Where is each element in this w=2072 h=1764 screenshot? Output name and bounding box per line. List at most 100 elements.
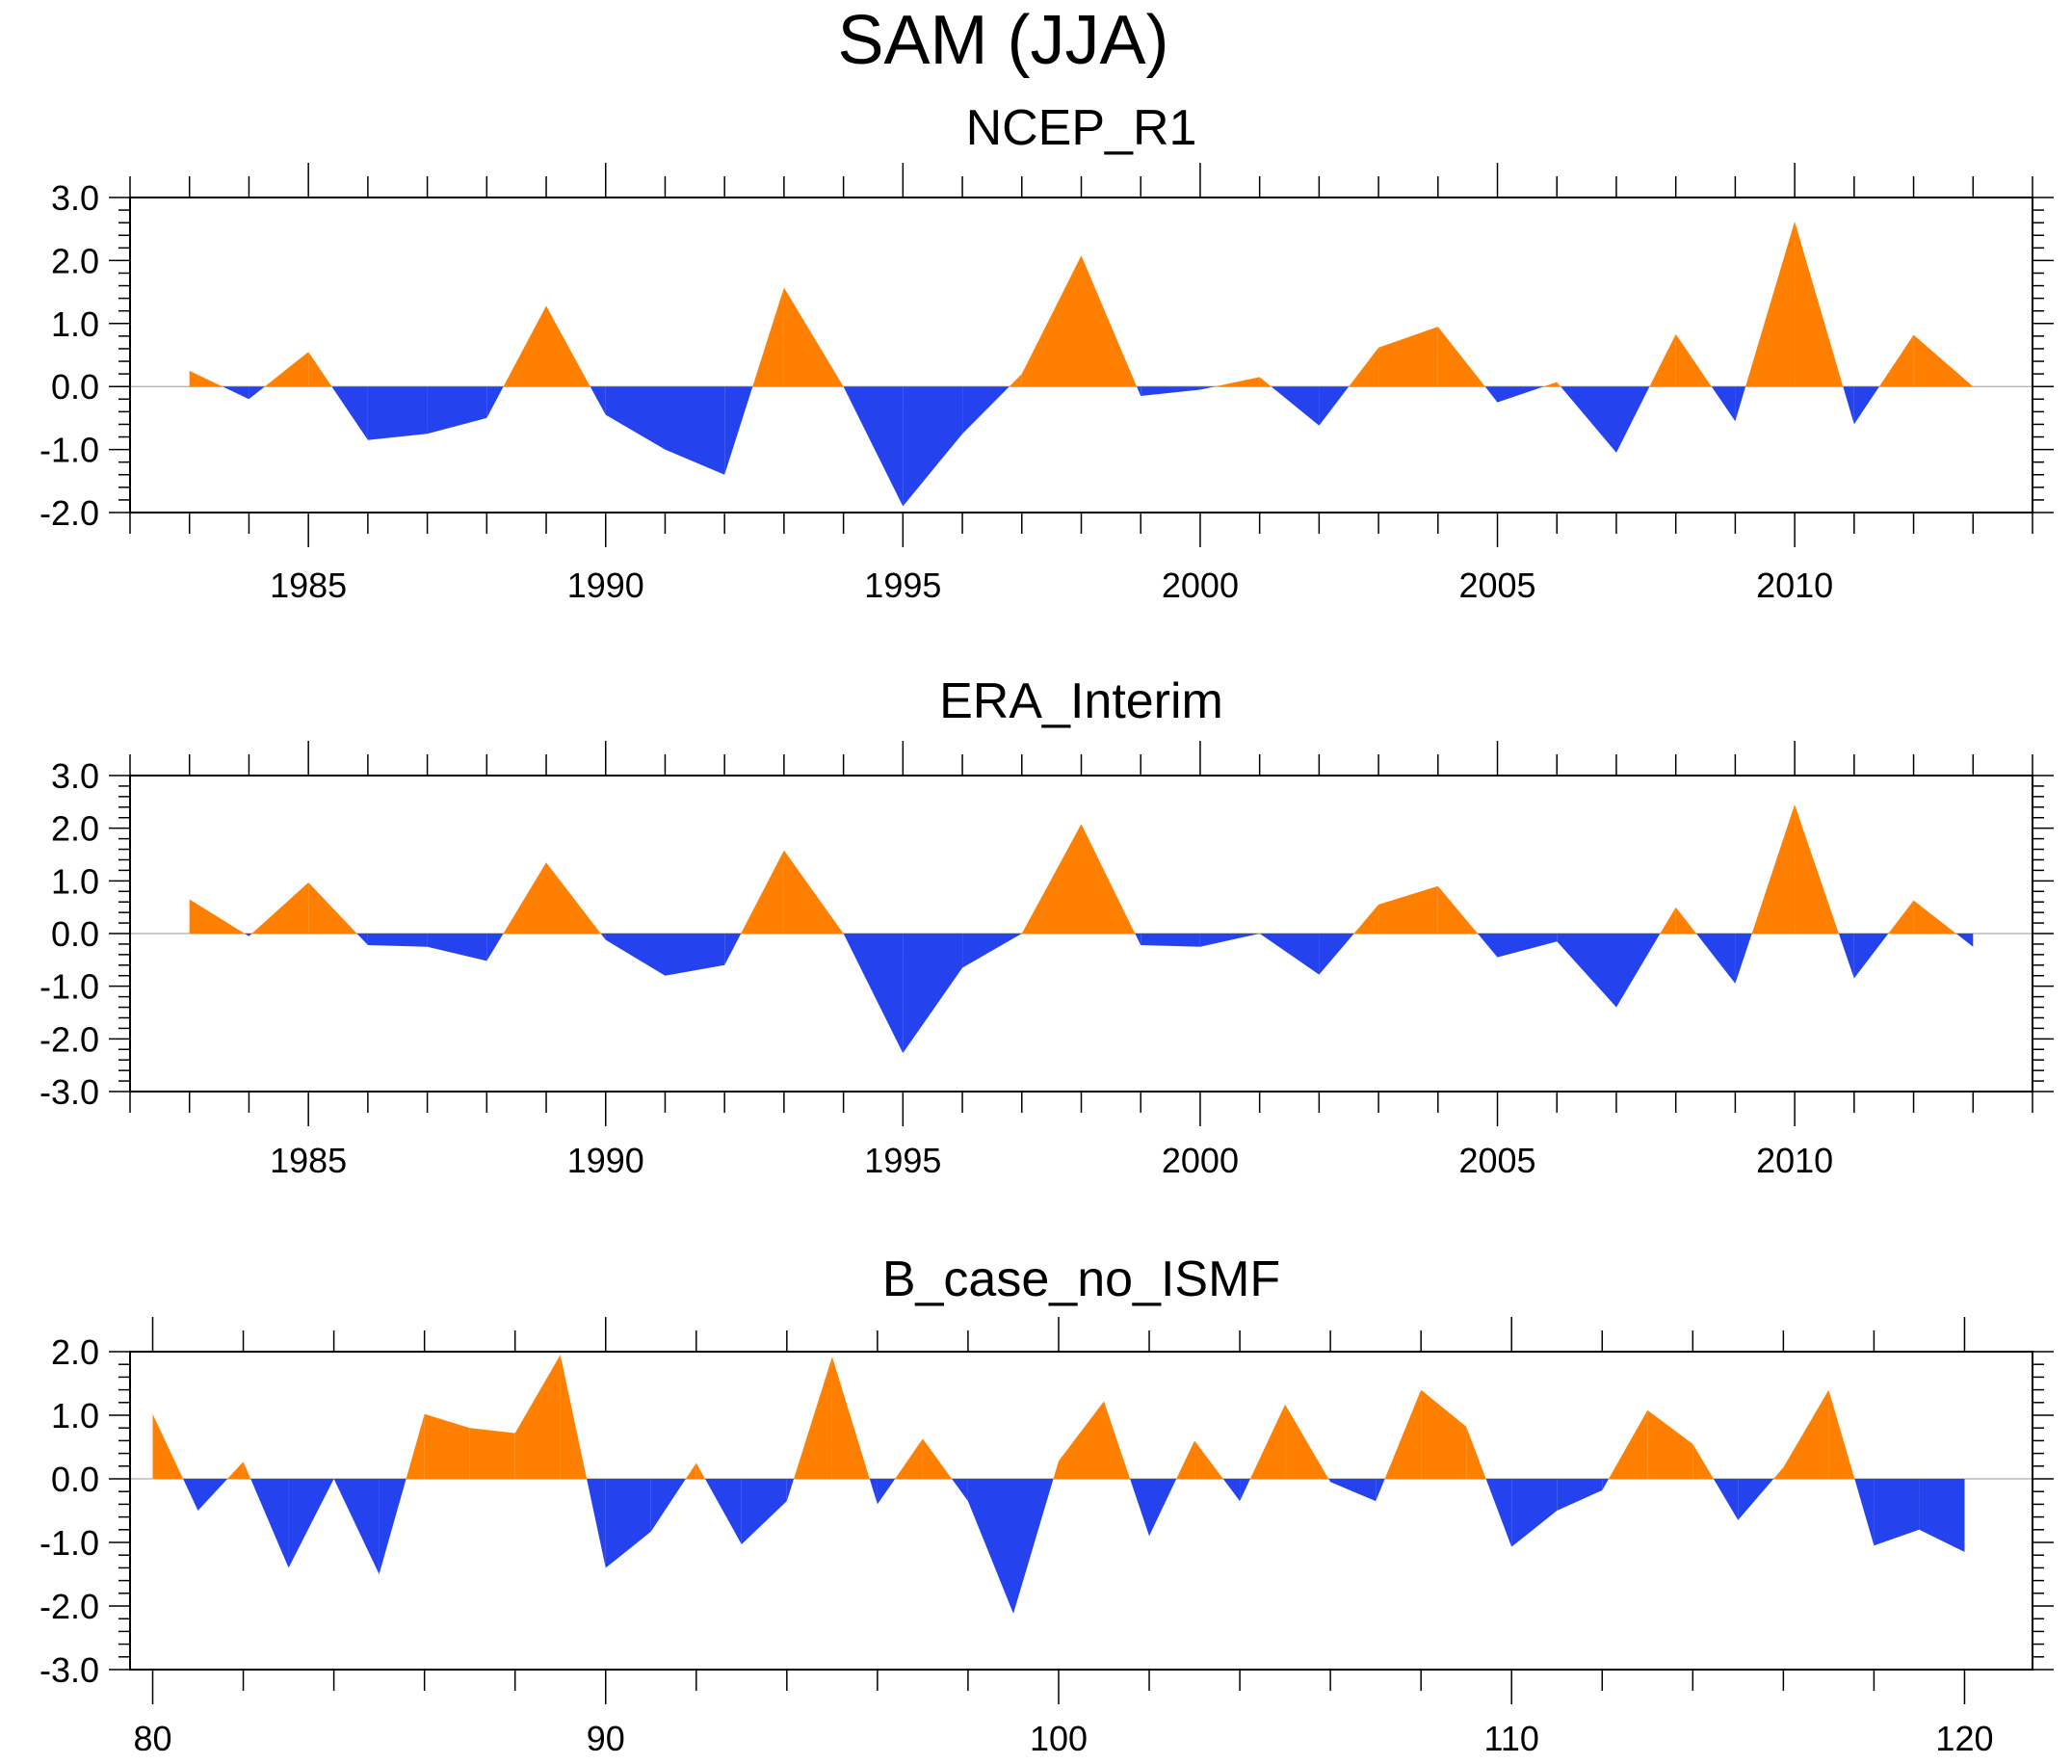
negative-area-segment: [1330, 1479, 1377, 1502]
positive-area-segment: [1437, 327, 1485, 387]
negative-area-segment: [1240, 1479, 1250, 1502]
negative-area-segment: [967, 1479, 1013, 1614]
negative-area-segment: [877, 1479, 896, 1505]
negative-area-segment: [245, 934, 249, 936]
negative-area-segment: [1259, 934, 1320, 975]
negative-area-segment: [1955, 934, 1974, 947]
positive-area-segment: [503, 862, 546, 934]
negative-area-segment: [1696, 934, 1736, 984]
positive-area-segment: [189, 899, 245, 934]
negative-area-segment: [843, 386, 904, 507]
positive-area-segment: [752, 287, 784, 387]
negative-area-segment: [1135, 934, 1141, 945]
negative-area-segment: [288, 1479, 334, 1568]
positive-area-segment: [1466, 1426, 1486, 1479]
y-tick-label: 0.0: [51, 1460, 99, 1499]
negative-area-segment: [486, 386, 504, 418]
negative-area-segment: [1141, 386, 1200, 396]
positive-area-segment: [1795, 804, 1839, 934]
negative-area-segment: [1711, 386, 1736, 422]
negative-area-segment: [1497, 934, 1558, 958]
positive-area-segment: [251, 882, 309, 934]
positive-area-segment: [1783, 1389, 1829, 1479]
positive-area-segment: [1021, 824, 1082, 934]
negative-area-segment: [903, 934, 963, 1054]
negative-area-segment: [249, 934, 252, 936]
positive-area-segment: [1353, 904, 1379, 934]
positive-area-segment: [227, 1461, 244, 1479]
positive-area-segment: [1828, 1389, 1855, 1479]
negative-area-segment: [250, 1479, 289, 1568]
positive-area-segment: [546, 305, 590, 387]
y-tick-label: 1.0: [51, 304, 99, 344]
positive-area-segment: [794, 1356, 832, 1479]
negative-area-segment: [1149, 1479, 1177, 1537]
negative-area-segment: [605, 934, 666, 976]
negative-area-segment: [486, 934, 504, 961]
positive-area-segment: [1378, 327, 1438, 387]
negative-area-segment: [1484, 386, 1498, 403]
negative-area-segment: [1199, 934, 1260, 947]
x-tick-label: 1990: [567, 1141, 644, 1180]
positive-area-segment: [308, 882, 357, 934]
negative-area-segment: [590, 386, 606, 415]
positive-area-segment: [783, 287, 844, 387]
positive-area-segment: [308, 352, 332, 387]
negative-area-segment: [1735, 934, 1752, 984]
negative-area-segment: [356, 934, 368, 945]
negative-area-segment: [367, 934, 428, 947]
negative-area-segment: [650, 1479, 686, 1532]
negative-area-segment: [427, 386, 487, 434]
negative-area-segment: [249, 386, 265, 400]
y-tick-label: -3.0: [39, 1650, 99, 1690]
negative-area-segment: [665, 386, 725, 475]
positive-area-segment: [546, 862, 601, 934]
x-tick-label: 2010: [1756, 566, 1833, 605]
positive-area-segment: [152, 1413, 184, 1479]
positive-area-segment: [1259, 377, 1272, 387]
negative-area-segment: [1919, 1479, 1965, 1552]
negative-area-segment: [903, 386, 963, 507]
positive-area-segment: [1384, 1389, 1422, 1479]
x-tick-label: 2005: [1458, 1141, 1535, 1180]
negative-area-segment: [843, 934, 904, 1054]
negative-area-segment: [1328, 1479, 1331, 1483]
negative-area-segment: [1713, 1479, 1739, 1520]
positive-area-segment: [1751, 804, 1796, 934]
negative-area-segment: [1319, 386, 1350, 426]
negative-area-segment: [1557, 1479, 1603, 1511]
x-tick-label: 1990: [567, 566, 644, 605]
positive-area-segment: [1378, 885, 1438, 934]
negative-area-segment: [724, 386, 753, 475]
y-tick-label: 3.0: [51, 756, 99, 796]
negative-area-segment: [1013, 1479, 1054, 1614]
positive-area-segment: [741, 850, 784, 934]
positive-area-segment: [695, 1462, 705, 1479]
negative-area-segment: [705, 1479, 742, 1544]
negative-area-segment: [367, 386, 428, 440]
positive-area-segment: [1104, 1401, 1131, 1479]
positive-area-segment: [1009, 374, 1022, 387]
panel-title: B_case_no_ISMF: [882, 1251, 1280, 1307]
y-tick-label: -2.0: [39, 493, 99, 533]
positive-area-segment: [406, 1413, 425, 1479]
y-tick-label: 2.0: [51, 241, 99, 280]
negative-area-segment: [1557, 934, 1616, 1008]
negative-area-segment: [333, 1479, 380, 1574]
negative-area-segment: [1853, 386, 1879, 425]
positive-area-segment: [1081, 255, 1138, 387]
negative-area-segment: [1376, 1479, 1385, 1502]
y-tick-label: -1.0: [39, 431, 99, 470]
negative-area-segment: [1137, 386, 1141, 396]
positive-area-segment: [1660, 907, 1676, 934]
positive-area-segment: [1609, 1409, 1648, 1479]
positive-area-segment: [922, 1438, 953, 1479]
positive-area-segment: [1543, 382, 1558, 387]
positive-area-segment: [1285, 1404, 1329, 1479]
x-tick-label: 120: [1935, 1719, 1993, 1758]
panel-2: ERA_Interim -3.0 -2.0 -1.0 0.0 1.0 2.0 3.0 1985 1…: [39, 673, 2054, 1180]
y-tick-label: 2.0: [51, 809, 99, 849]
positive-area-segment: [1773, 1467, 1784, 1479]
positive-area-segment: [1053, 1461, 1059, 1479]
